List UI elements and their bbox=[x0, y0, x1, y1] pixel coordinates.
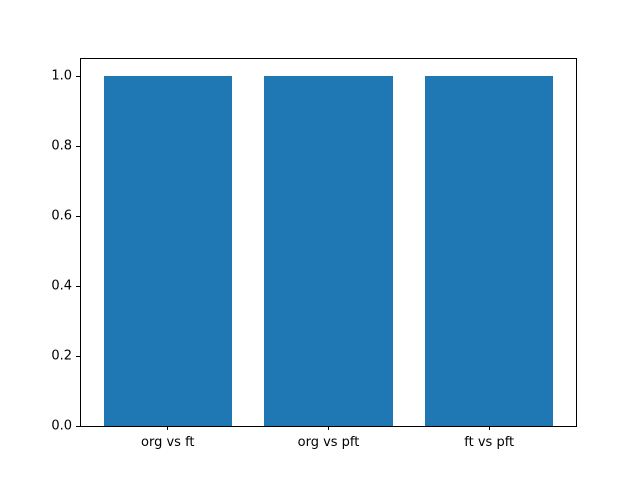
y-tick-mark bbox=[76, 285, 80, 287]
y-tick-label: 0.4 bbox=[51, 278, 72, 294]
x-tick-label: org vs pft bbox=[297, 435, 360, 450]
x-tick-label: ft vs pft bbox=[464, 435, 515, 450]
x-tick-mark bbox=[328, 426, 329, 430]
bar-org-vs-ft bbox=[103, 76, 233, 426]
y-tick-label: 0.2 bbox=[51, 348, 72, 364]
y-tick-label: 0.0 bbox=[51, 418, 72, 434]
y-tick-mark bbox=[76, 355, 80, 357]
y-tick-label: 0.8 bbox=[51, 138, 72, 154]
y-tick-mark bbox=[76, 75, 80, 77]
bar-ft-vs-pft bbox=[424, 76, 554, 426]
y-tick-mark bbox=[76, 215, 80, 217]
bar-org-vs-pft bbox=[264, 76, 393, 426]
x-tick-label: org vs ft bbox=[141, 435, 195, 450]
y-tick-label: 1.0 bbox=[51, 68, 72, 84]
y-tick-label: 0.6 bbox=[51, 208, 72, 224]
plot-area: 0.0 0.2 0.4 0.6 0.8 1.0 org vs ft org vs pft ft… bbox=[51, 58, 577, 450]
y-tick-mark bbox=[76, 425, 80, 427]
x-tick-mark bbox=[488, 426, 490, 430]
x-tick-mark bbox=[167, 426, 169, 430]
y-tick-mark bbox=[76, 145, 80, 147]
